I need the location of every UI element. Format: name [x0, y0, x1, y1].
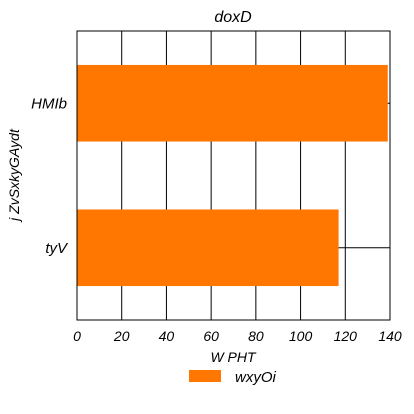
- x-tick-label: 140: [378, 328, 402, 344]
- bar: [77, 64, 388, 142]
- x-tick-label: 20: [113, 328, 130, 344]
- y-axis-categories: HMIb tyV: [31, 95, 69, 257]
- plot-frame: [76, 30, 391, 321]
- y-category-label: tyV: [45, 240, 69, 257]
- legend: wxyOi: [189, 369, 277, 386]
- x-tick-label: 0: [73, 328, 81, 344]
- x-tick-label: 80: [248, 328, 264, 344]
- legend-swatch: [189, 370, 221, 382]
- x-axis-label: W PHT: [210, 349, 257, 365]
- legend-label: wxyOi: [235, 369, 277, 386]
- x-tick-label: 40: [159, 328, 175, 344]
- x-tick-label: 100: [289, 328, 313, 344]
- y-axis-label: j ZvSxkyGAydt: [6, 128, 22, 223]
- x-tick-label: 120: [334, 328, 358, 344]
- y-category-label: HMIb: [31, 95, 67, 112]
- bars: [77, 64, 388, 287]
- x-tick-label: 60: [203, 328, 219, 344]
- x-axis-ticks: 0 20 40 60 80 100 120 140: [73, 328, 402, 344]
- bar: [77, 209, 339, 287]
- chart-title: doxD: [214, 9, 252, 26]
